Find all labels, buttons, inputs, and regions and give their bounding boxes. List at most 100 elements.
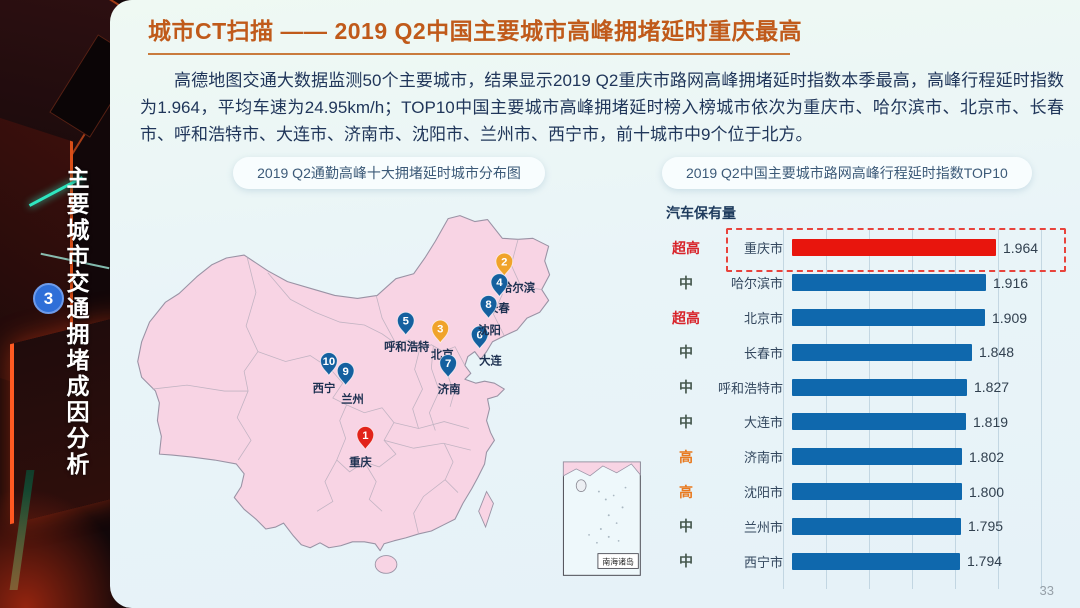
- svg-text:8: 8: [485, 298, 491, 310]
- chart-group-label: 汽车保有量: [666, 204, 736, 221]
- value-bar: [792, 274, 986, 292]
- city-label: 长春市: [743, 345, 783, 361]
- map-panel: 2019 Q2通勤高峰十大拥堵延时城市分布图: [118, 156, 660, 595]
- svg-text:10: 10: [323, 356, 336, 368]
- city-label: 哈尔滨市: [730, 276, 783, 292]
- value-label: 1.794: [967, 553, 1003, 570]
- sidebar-art-glow: [0, 488, 130, 608]
- svg-text:7: 7: [445, 357, 451, 369]
- map-pin-呼和浩特: 5: [396, 311, 415, 336]
- value-label: 1.802: [969, 448, 1005, 465]
- taiwan-island: [478, 490, 494, 528]
- hainan-island: [374, 554, 398, 574]
- bar-zone: 1.916: [792, 265, 1074, 300]
- chapter-number-badge: 3: [33, 283, 64, 314]
- value-label: 1.916: [993, 274, 1029, 291]
- chart-row: 中 哈尔滨市 1.916: [662, 265, 1074, 300]
- value-label: 1.800: [969, 483, 1005, 500]
- value-bar: [792, 413, 966, 431]
- chart-panel: 2019 Q2中国主要城市路网高峰行程延时指数TOP10 汽车保有量 超高 重庆市…: [662, 156, 1074, 595]
- value-label: 1.909: [992, 309, 1028, 326]
- value-bar: [792, 378, 967, 396]
- page-number: 33: [1039, 583, 1054, 598]
- chart-body: 超高 重庆市 1.964 中哈尔滨市 1.916 超高 北京市 1.909 中长春市 1.848 中…: [662, 227, 1074, 589]
- chart-row: 中 呼和浩特市 1.827: [662, 370, 1074, 405]
- ownership-level-label: 中: [679, 413, 693, 430]
- ownership-level-label: 中: [679, 379, 693, 396]
- bar-zone: 1.964: [792, 231, 1074, 266]
- city-label: 重庆市: [743, 241, 783, 257]
- city-label: 兰州市: [743, 519, 783, 535]
- chart-title: 2019 Q2中国主要城市路网高峰行程延时指数TOP10: [662, 156, 1032, 189]
- title-underline: [148, 53, 790, 55]
- value-label: 1.848: [979, 344, 1015, 361]
- map-pin-西宁: 10: [320, 351, 338, 376]
- value-bar: [792, 552, 960, 570]
- value-bar: [792, 483, 962, 501]
- ownership-level-label: 高: [679, 483, 693, 500]
- chart-row: 中 西宁市 1.794: [662, 544, 1074, 579]
- map-city-label: 重庆: [349, 455, 372, 469]
- ownership-level-label: 超高: [672, 309, 700, 326]
- svg-text:9: 9: [342, 365, 348, 377]
- map-pin-北京: 3: [431, 319, 450, 344]
- map-city-label: 大连: [479, 353, 502, 367]
- map-pin-长春: 4: [490, 273, 509, 297]
- city-label: 西宁市: [743, 554, 783, 570]
- map-pin-济南: 7: [439, 353, 457, 378]
- province-borders: [152, 238, 542, 534]
- chart-row: 高 济南市 1.802: [662, 439, 1074, 474]
- bar-zone: 1.802: [792, 439, 1074, 474]
- map-pin-沈阳: 8: [479, 294, 498, 319]
- bar-zone: 1.794: [792, 544, 1074, 579]
- sidebar: 3 主要城市交通拥堵成因分析: [0, 0, 130, 608]
- value-bar: [792, 239, 996, 257]
- chart-row: 超高 北京市 1.909: [662, 300, 1074, 335]
- content-panels: 2019 Q2通勤高峰十大拥堵延时城市分布图: [110, 156, 1080, 595]
- map-title: 2019 Q2通勤高峰十大拥堵延时城市分布图: [233, 156, 545, 189]
- chart-row: 中 大连市 1.819: [662, 405, 1074, 440]
- svg-text:6: 6: [477, 329, 483, 341]
- map-pin-兰州: 9: [336, 361, 355, 386]
- map-pin-重庆: 1: [356, 425, 375, 450]
- page-title: 城市CT扫描 —— 2019 Q2中国主要城市高峰拥堵延时重庆最高: [148, 18, 803, 44]
- map-city-label: 呼和浩特: [384, 339, 430, 353]
- map-city-label: 济南: [438, 382, 461, 396]
- chart-row: 中 长春市 1.848: [662, 335, 1074, 370]
- svg-text:5: 5: [403, 315, 409, 327]
- inset-label: 南海诸岛: [602, 556, 634, 566]
- city-label: 济南市: [743, 450, 783, 466]
- city-label: 北京市: [743, 311, 783, 327]
- ownership-level-label: 中: [679, 518, 693, 535]
- bar-zone: 1.819: [792, 405, 1074, 440]
- map-city-label: 兰州: [341, 391, 364, 405]
- ownership-level-label: 超高: [672, 239, 700, 256]
- map-pin-哈尔滨: 2: [495, 252, 514, 277]
- value-label: 1.827: [974, 379, 1010, 396]
- bar-zone: 1.795: [792, 509, 1074, 544]
- ownership-level-label: 中: [679, 553, 693, 570]
- chart-row: 超高 重庆市 1.964: [662, 231, 1074, 266]
- chart-row: 高 沈阳市 1.800: [662, 474, 1074, 509]
- svg-text:3: 3: [437, 323, 443, 335]
- value-label: 1.795: [968, 518, 1004, 535]
- bar-zone: 1.848: [792, 335, 1074, 370]
- south-china-sea-inset: 南海诸岛: [562, 461, 641, 576]
- ownership-level-label: 中: [679, 344, 693, 361]
- svg-text:2: 2: [501, 256, 507, 268]
- value-bar: [792, 517, 961, 535]
- city-label: 大连市: [743, 415, 783, 431]
- value-label: 1.964: [1003, 239, 1039, 256]
- bar-zone: 1.800: [792, 474, 1074, 509]
- ownership-level-label: 高: [679, 448, 693, 465]
- map-pin-大连: 6: [470, 325, 489, 349]
- map-city-label: 沈阳: [478, 322, 501, 336]
- value-bar: [792, 448, 962, 466]
- chart-rows: 超高 重庆市 1.964 中哈尔滨市 1.916 超高 北京市 1.909 中长春市 1.848 中…: [662, 231, 1074, 579]
- chart-row: 中 兰州市 1.795: [662, 509, 1074, 544]
- map-city-label: 哈尔滨: [501, 280, 536, 294]
- ownership-level-label: 中: [679, 274, 693, 291]
- bar-zone: 1.909: [792, 300, 1074, 335]
